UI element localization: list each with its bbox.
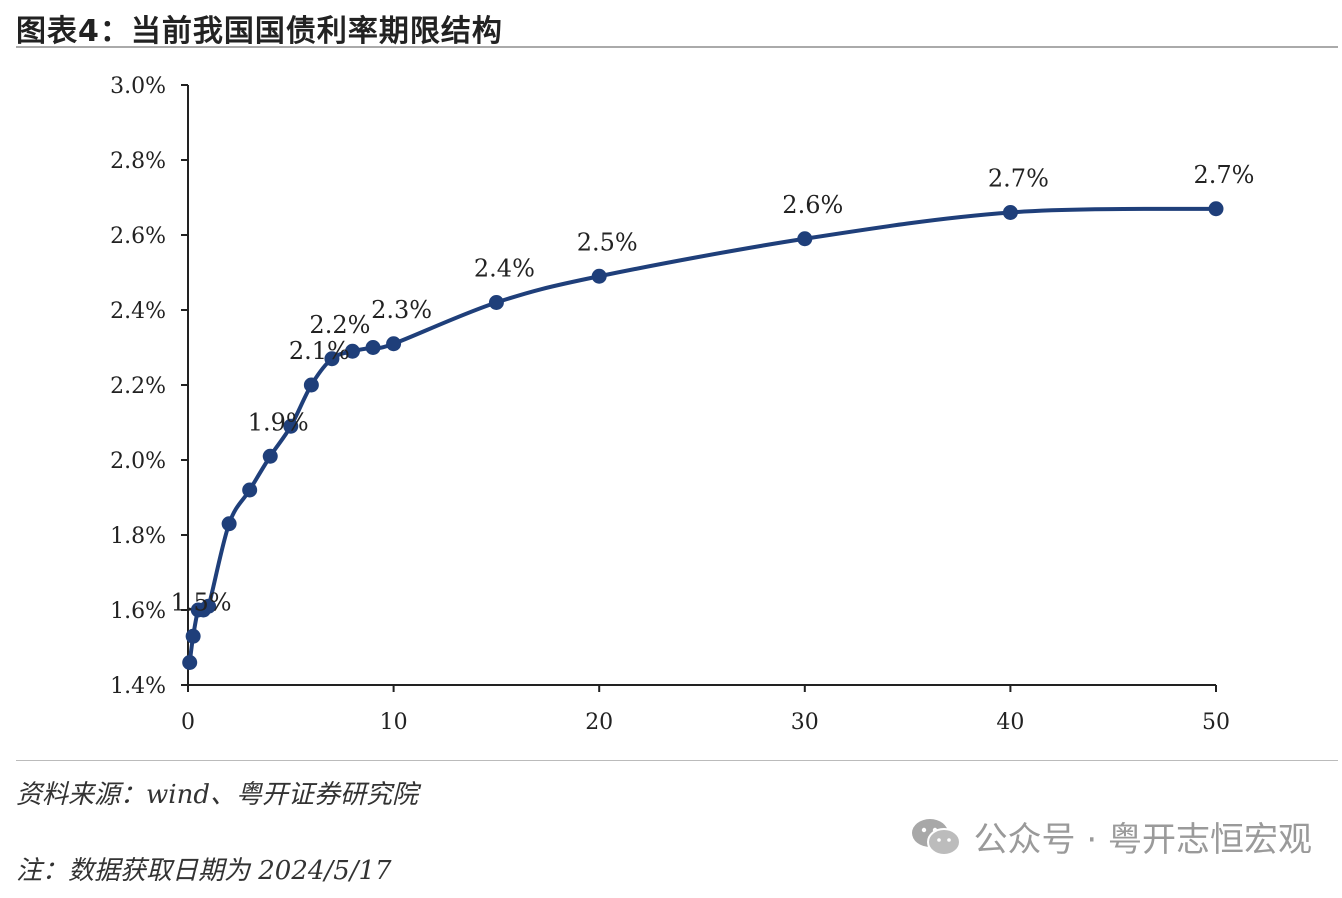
y-tick-label: 2.2% xyxy=(110,374,166,399)
y-tick-label: 1.6% xyxy=(110,599,166,624)
chart-area: 1.4% 1.6% 1.8% 2.0% 2.2% 2.4% 2.6% 2.8% 3.0% 0 10 2… xyxy=(0,50,1342,760)
watermark-text: 公众号 · 粤开志恒宏观 xyxy=(973,820,1312,860)
data-label: 2.7% xyxy=(1194,161,1255,189)
y-tick-label: 3.0% xyxy=(110,74,166,99)
data-source: 资料来源：wind、粤开证券研究院 xyxy=(16,780,418,810)
watermark: 公众号 · 粤开志恒宏观 xyxy=(910,812,1312,861)
yield-curve-chart: 1.4% 1.6% 1.8% 2.0% 2.2% 2.4% 2.6% 2.8% 3.0% 0 10 2… xyxy=(110,74,1255,735)
title-divider xyxy=(16,46,1338,48)
footer-divider xyxy=(16,760,1338,761)
y-tick-label: 1.4% xyxy=(110,674,166,699)
data-point xyxy=(488,295,504,310)
data-point xyxy=(797,231,813,247)
data-label: 2.2% xyxy=(309,311,370,339)
data-label: 2.1% xyxy=(289,337,350,365)
data-note: 注：数据获取日期为 2024/5/17 xyxy=(16,856,392,886)
data-point xyxy=(344,343,360,359)
series-line xyxy=(187,206,1217,663)
data-label: 2.5% xyxy=(577,228,638,256)
data-point xyxy=(303,377,319,393)
x-tick-label: 30 xyxy=(791,710,819,735)
data-label: 2.3% xyxy=(371,296,432,324)
data-point xyxy=(324,351,340,367)
data-point xyxy=(386,336,402,352)
data-label: 1.5% xyxy=(171,588,232,616)
data-label: 2.6% xyxy=(782,191,843,219)
data-point xyxy=(591,268,607,284)
x-tick-label: 0 xyxy=(181,710,195,735)
data-point xyxy=(262,448,278,464)
data-point xyxy=(201,598,217,614)
x-tick-label: 50 xyxy=(1202,710,1230,735)
data-point xyxy=(1002,205,1018,220)
data-point xyxy=(1208,201,1224,217)
data-label: 1.9% xyxy=(248,408,309,436)
data-point xyxy=(182,655,198,670)
y-tick-label: 1.8% xyxy=(110,524,166,549)
x-tick-label: 10 xyxy=(380,710,408,735)
data-point xyxy=(242,482,258,498)
wechat-icon xyxy=(911,818,961,856)
data-point xyxy=(185,628,201,644)
data-label: 2.4% xyxy=(474,255,535,283)
x-tick-label: 20 xyxy=(585,710,613,735)
x-tick-label: 40 xyxy=(996,710,1024,735)
y-tick-label: 2.0% xyxy=(110,449,166,474)
y-tick-label: 2.4% xyxy=(110,299,166,324)
chart-title: 图表4：当前我国国债利率期限结构 xyxy=(16,14,503,49)
y-tick-label: 2.8% xyxy=(110,149,166,174)
data-point xyxy=(221,516,237,532)
data-point xyxy=(283,418,299,434)
data-label: 2.7% xyxy=(988,165,1049,193)
data-point xyxy=(365,340,381,355)
y-tick-label: 2.6% xyxy=(110,224,166,249)
